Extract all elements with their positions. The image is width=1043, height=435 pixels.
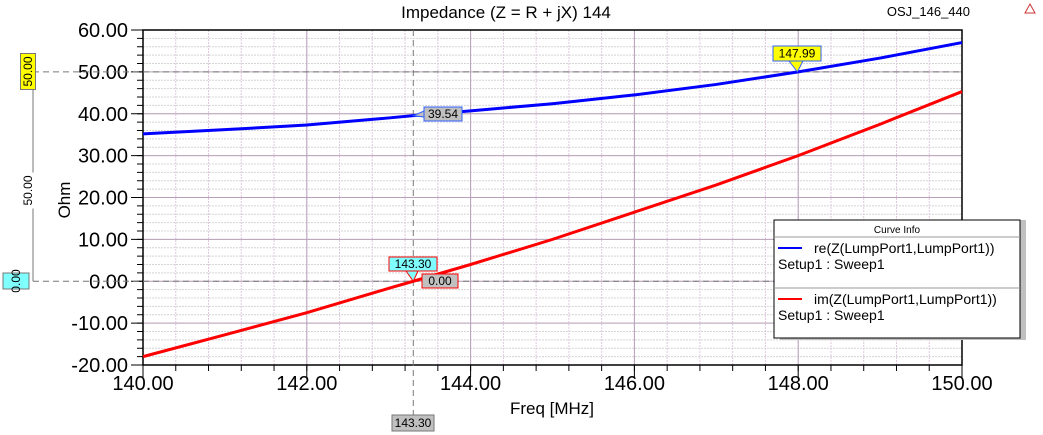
project-name: OSJ_146_440: [887, 4, 970, 19]
x-tick-label: 142.00: [276, 373, 337, 395]
y-tick-label: 40.00: [78, 104, 128, 126]
series-line-im: [142, 90, 963, 359]
marker-label-re-cross[interactable]: 147.99: [772, 45, 822, 62]
chart-title: Impedance (Z = R + jX) 144: [401, 3, 611, 22]
x-tick-label: 144.00: [440, 373, 501, 395]
marker-label-im-box: [421, 273, 459, 289]
marker-label-delta-text: 50.00: [21, 175, 35, 205]
marker-pointer-re-cross: [787, 60, 804, 73]
y-tick-label: 20.00: [78, 188, 128, 210]
series-line-re: [142, 41, 963, 136]
marker-label-y50-text: 50.00: [21, 56, 35, 86]
marker-label-y50-box: [20, 53, 36, 90]
marker-label-re[interactable]: 39.54: [423, 106, 463, 122]
x-tick-label: 148.00: [768, 373, 829, 395]
marker-label-x[interactable]: 143.30: [391, 414, 435, 432]
marker-label-delta-box: [20, 172, 36, 209]
y-tick-label: -20.00: [71, 355, 128, 377]
x-tick-label: 150.00: [931, 373, 992, 395]
y-axis-label: Ohm: [55, 182, 74, 219]
marker-label-re-cross-text: 147.99: [779, 47, 816, 61]
marker-label-delta[interactable]: 50.00: [20, 172, 36, 209]
legend-entry-name: im(Z(LumpPort1,LumpPort1)): [814, 291, 997, 307]
marker-pointer-re: [411, 110, 425, 118]
y-tick-label: -10.00: [71, 313, 128, 335]
x-axis-label: Freq [MHz]: [510, 399, 594, 418]
marker-label-im-cross-text: 143.30: [395, 257, 432, 271]
y-tick-label: 10.00: [78, 229, 128, 251]
marker-label-im-text: 0.00: [428, 274, 452, 288]
marker-label-y50[interactable]: 50.00: [20, 53, 36, 90]
marker-label-im[interactable]: 0.00: [421, 273, 459, 289]
legend-box: [773, 219, 1021, 339]
y-tick-label: 0.00: [89, 271, 128, 293]
marker-label-y0-box: [2, 272, 30, 290]
marker-label-im-cross[interactable]: 143.30: [388, 256, 438, 272]
legend-title: Curve Info: [874, 225, 921, 236]
legend-entry-sub: Setup1 : Sweep1: [778, 256, 885, 272]
marker-label-re-text: 39.54: [428, 107, 458, 121]
y-tick-label: 50.00: [78, 62, 128, 84]
marker-label-y0[interactable]: 0.00: [2, 269, 30, 293]
marker-pointer-im-cross: [405, 270, 419, 283]
legend-entry-name: re(Z(LumpPort1,LumpPort1)): [814, 240, 995, 256]
marker-label-x-text: 143.30: [395, 416, 432, 430]
y-tick-label: 60.00: [78, 20, 128, 42]
y-tick-label: 30.00: [78, 146, 128, 168]
marker-label-x-box: [391, 414, 435, 432]
marker-label-y0-text: 0.00: [9, 269, 23, 293]
x-tick-label: 146.00: [604, 373, 665, 395]
legend-entry-sub: Setup1 : Sweep1: [778, 307, 885, 323]
ansoft-logo-icon: [1024, 2, 1036, 14]
x-tick-label: 140.00: [112, 373, 173, 395]
